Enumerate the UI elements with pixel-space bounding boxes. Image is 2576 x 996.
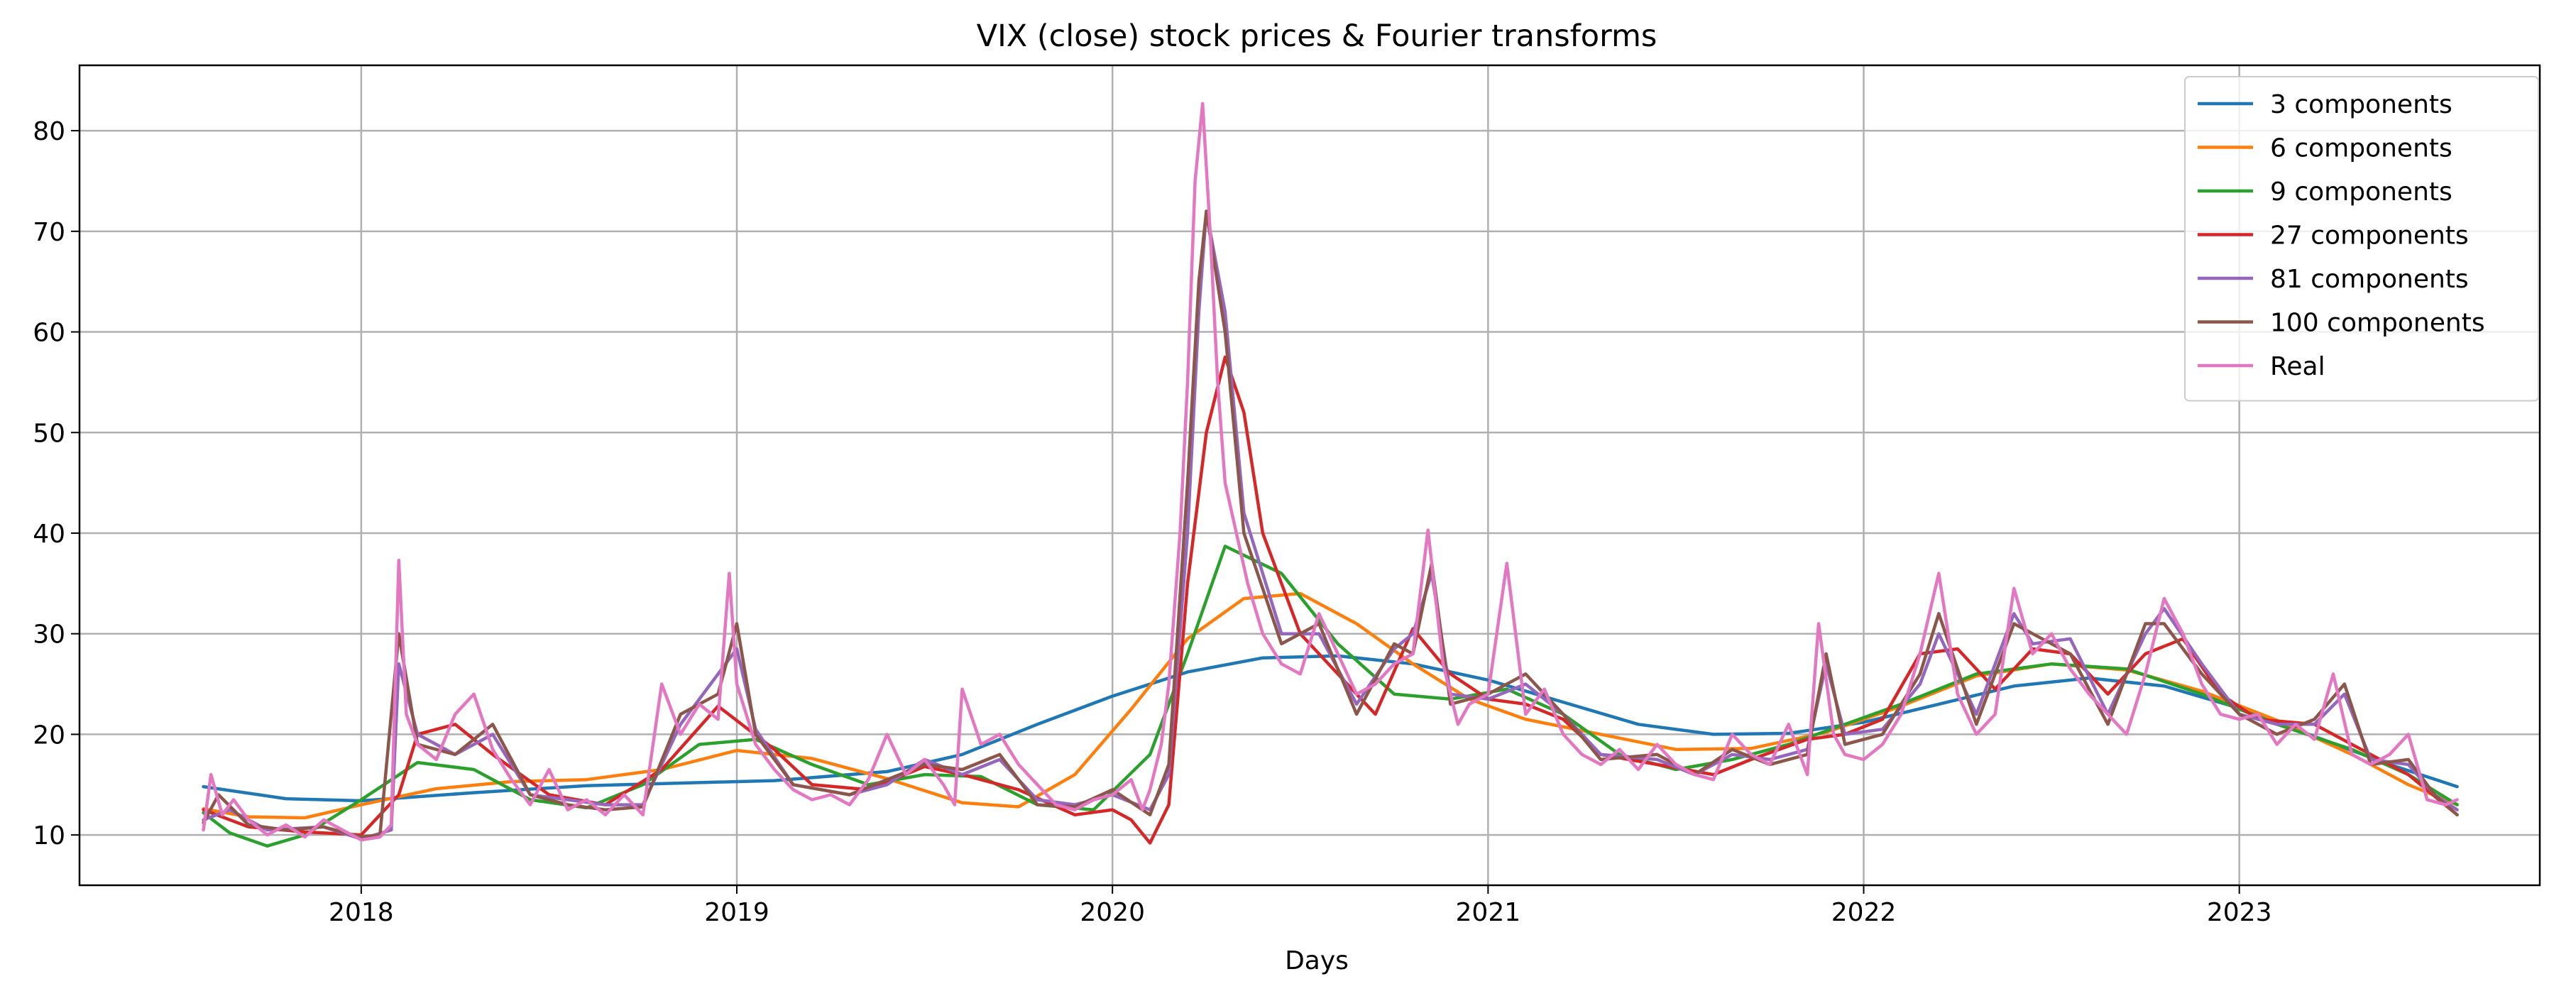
y-tick-label: 60 xyxy=(33,319,65,348)
y-tick-label: 30 xyxy=(33,620,65,650)
x-tick-label: 2023 xyxy=(2207,898,2272,927)
y-tick-label: 10 xyxy=(33,821,65,850)
y-tick-label: 50 xyxy=(33,419,65,448)
plot-frame xyxy=(78,64,2541,887)
x-tick-label: 2020 xyxy=(1080,898,1145,927)
x-axis-label: Days xyxy=(1285,946,1349,975)
legend-label: 9 components xyxy=(2270,177,2452,207)
series-line-7 xyxy=(202,102,2459,842)
legend-label: 6 components xyxy=(2270,134,2452,163)
x-tick-label: 2022 xyxy=(1831,898,1897,927)
series-lines xyxy=(202,102,2459,848)
x-axis-ticks: 2018 2019 2020 2021 2022 2023 xyxy=(329,885,2271,927)
legend-box xyxy=(2184,76,2539,402)
legend-label: 81 components xyxy=(2270,265,2469,294)
y-tick-label: 20 xyxy=(33,721,65,750)
legend-label: Real xyxy=(2270,352,2325,381)
series-line-6 xyxy=(202,209,2459,839)
y-axis-ticks: 10 20 30 40 50 60 70 80 xyxy=(33,117,80,850)
x-tick-label: 2021 xyxy=(1456,898,1521,927)
chart-title: VIX (close) stock prices & Fourier trans… xyxy=(977,18,1657,54)
legend-label: 100 components xyxy=(2270,309,2485,338)
legend: 3 components 6 components 9 components 27 c… xyxy=(2184,76,2539,402)
legend-label: 27 components xyxy=(2270,221,2469,251)
x-tick-label: 2018 xyxy=(329,898,394,927)
y-tick-label: 70 xyxy=(33,218,65,247)
y-tick-label: 40 xyxy=(33,520,65,549)
legend-label: 3 components xyxy=(2270,90,2452,119)
x-tick-label: 2019 xyxy=(704,898,769,927)
y-tick-label: 80 xyxy=(33,117,65,146)
